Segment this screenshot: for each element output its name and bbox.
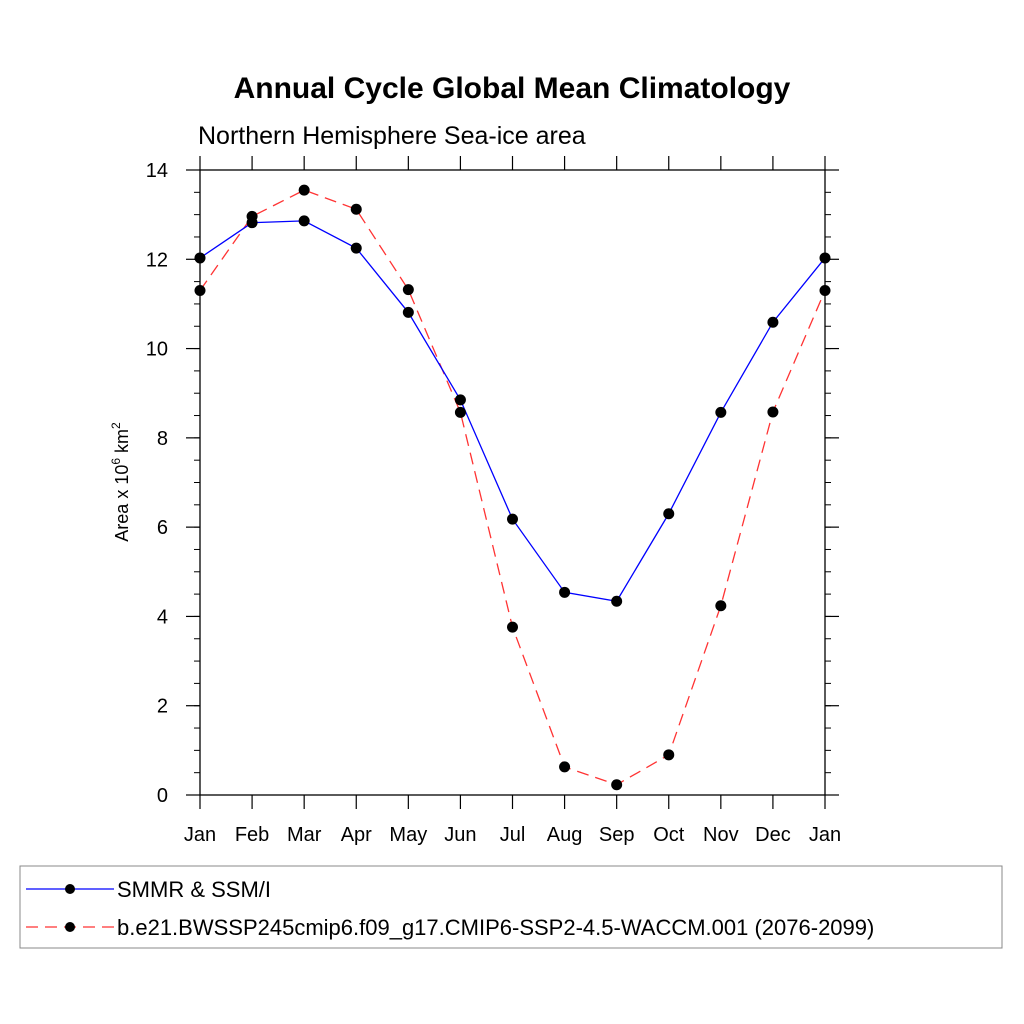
y-axis-label-exp1: 6 (109, 458, 123, 465)
legend-box (19, 865, 1003, 949)
y-axis-label-exp2: 2 (109, 422, 123, 429)
y-tick-label: 10 (146, 339, 168, 361)
legend-marker-waccm (65, 922, 75, 932)
legend-label-smmr: SMMR & SSM/I (117, 877, 271, 902)
series-0-point (767, 316, 779, 328)
x-tick-label: May (389, 824, 427, 846)
y-axis-label: Area x 106 km2 (109, 422, 132, 542)
series-1-point (715, 600, 727, 612)
series-line-1 (199, 189, 826, 786)
x-tick-label: Apr (341, 824, 372, 846)
x-tick-label: Dec (755, 824, 791, 846)
plot-frame (199, 169, 826, 796)
series-0-point (298, 215, 310, 227)
series-1-point (298, 184, 310, 196)
series-1-point (611, 779, 623, 791)
series-1-point (507, 621, 518, 633)
y-tick-label: 14 (146, 160, 168, 182)
y-axis-label-mid: km (112, 429, 132, 458)
series-0-point (559, 586, 571, 598)
series-0-point (663, 508, 675, 520)
y-tick-label: 0 (157, 785, 168, 807)
series-0-point (454, 394, 466, 406)
x-tick-label: Jan (809, 824, 841, 846)
series-0-point (611, 595, 623, 607)
series-0-point (507, 513, 518, 525)
minor-ticks (194, 169, 831, 796)
series-1-point (767, 406, 779, 418)
y-tick-label: 4 (157, 606, 168, 628)
y-axis-label-prefix: Area x 10 (112, 465, 132, 542)
series-0-point (715, 406, 727, 418)
chart-subtitle: Northern Hemisphere Sea-ice area (198, 122, 586, 150)
series-1-point (559, 761, 571, 773)
series-1-point (454, 406, 466, 418)
x-tick-label: Sep (599, 824, 635, 846)
y-tick-label: 8 (157, 428, 168, 450)
series-1-point (402, 284, 414, 296)
legend-marker-smmr (65, 884, 75, 894)
legend: SMMR & SSM/I b.e21.BWSSP245cmip6.f09_g17… (19, 865, 1003, 949)
x-tick-label: Jul (500, 824, 526, 846)
x-tick-label: Jun (444, 824, 476, 846)
series-line-0 (199, 220, 826, 602)
x-tick-label: Oct (653, 824, 685, 846)
x-tick-label: Mar (287, 824, 322, 846)
legend-label-waccm: b.e21.BWSSP245cmip6.f09_g17.CMIP6-SSP2-4… (117, 915, 874, 940)
y-tick-label: 6 (157, 517, 168, 539)
chart-title: Annual Cycle Global Mean Climatology (234, 72, 791, 105)
series-0-point (350, 242, 362, 254)
series-1-point (194, 285, 206, 297)
svg-text:Area x 106 km2: Area x 106 km2 (109, 422, 132, 542)
y-tick-label: 12 (146, 249, 168, 271)
series-0-point (819, 252, 831, 264)
x-ticks: Jan Feb Mar Apr May Jun Jul Aug Sep Oct Nov Dec Jan (184, 156, 841, 846)
y-ticks: 0 2 4 6 8 10 12 14 (146, 160, 839, 807)
x-tick-label: Aug (547, 824, 583, 846)
x-tick-label: Feb (235, 824, 269, 846)
x-tick-label: Jan (184, 824, 216, 846)
series-layer (194, 184, 831, 791)
series-0-point (246, 217, 258, 229)
y-tick-label: 2 (157, 696, 168, 718)
series-0-point (194, 252, 206, 264)
series-1-point (819, 285, 831, 297)
series-1-point (350, 203, 362, 215)
x-tick-label: Nov (703, 824, 739, 846)
series-0-point (402, 306, 414, 318)
series-1-point (663, 749, 675, 761)
